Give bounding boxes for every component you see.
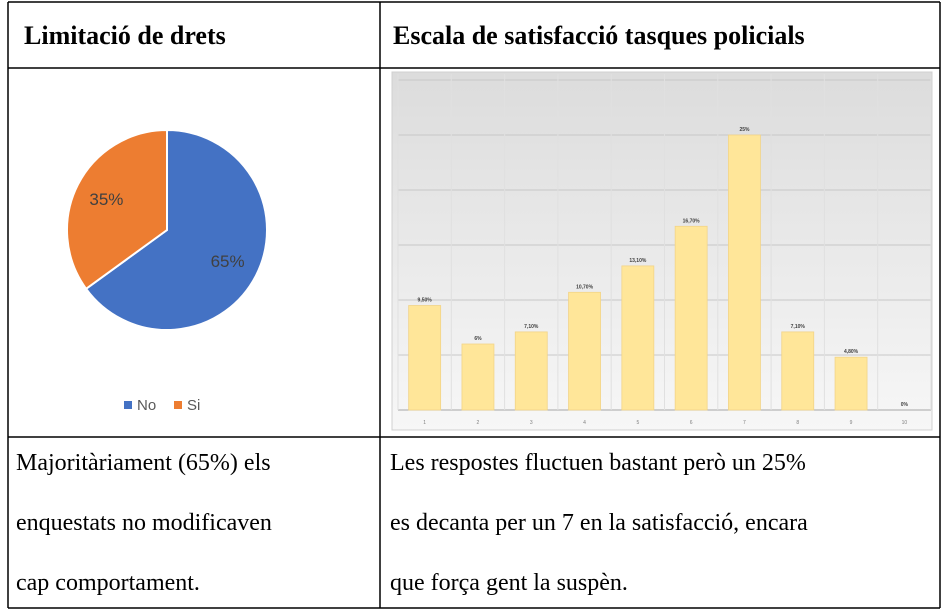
note-line: enquestats no modificaven xyxy=(16,510,272,536)
bar xyxy=(568,291,601,411)
x-tick-label: 10 xyxy=(902,420,908,426)
data-label: 65% xyxy=(211,252,245,271)
bar xyxy=(461,343,495,411)
table-borders xyxy=(7,1,941,609)
data-label: 0% xyxy=(901,402,909,408)
pie-slice xyxy=(66,128,168,291)
bar xyxy=(781,331,815,411)
bar xyxy=(408,305,442,411)
note-line: que força gent la suspèn. xyxy=(390,570,628,596)
note-line: es decanta per un 7 en la satisfacció, e… xyxy=(390,510,808,536)
x-tick-label: 2 xyxy=(477,420,480,426)
bar xyxy=(674,225,708,411)
data-label: 7,10% xyxy=(791,324,806,330)
legend-label: Si xyxy=(187,397,200,414)
bar xyxy=(514,331,548,411)
bar xyxy=(728,134,761,411)
data-label: 9,50% xyxy=(418,298,433,304)
x-tick-label: 3 xyxy=(530,420,533,426)
note-line: Majoritàriament (65%) els xyxy=(16,450,271,476)
data-label: 35% xyxy=(89,190,123,209)
data-label: 25% xyxy=(739,127,750,133)
data-label: 13,10% xyxy=(629,258,647,264)
pie-slice xyxy=(84,128,268,331)
data-label: 6% xyxy=(474,336,482,342)
x-tick-label: 6 xyxy=(690,420,693,426)
legend-swatch xyxy=(174,401,182,409)
x-tick-label: 8 xyxy=(796,420,799,426)
data-label: 10,70% xyxy=(576,284,594,290)
header: Escala de satisfacció tasques policials xyxy=(393,21,805,50)
x-tick-label: 1 xyxy=(423,420,426,426)
x-tick-label: 4 xyxy=(583,420,586,426)
header: Limitació de drets xyxy=(24,21,226,50)
x-tick-label: 5 xyxy=(636,420,639,426)
data-label: 7,10% xyxy=(524,324,539,330)
x-tick-label: 9 xyxy=(850,420,853,426)
note-line: Les respostes fluctuen bastant però un 2… xyxy=(390,450,806,476)
data-label: 16,70% xyxy=(683,218,701,224)
x-tick-label: 7 xyxy=(743,420,746,426)
data-label: 4,80% xyxy=(844,349,859,355)
bar xyxy=(834,356,868,411)
legend-swatch xyxy=(124,401,132,409)
bar xyxy=(621,265,655,411)
note-line: cap comportament. xyxy=(16,570,200,596)
legend-label: No xyxy=(137,397,156,414)
